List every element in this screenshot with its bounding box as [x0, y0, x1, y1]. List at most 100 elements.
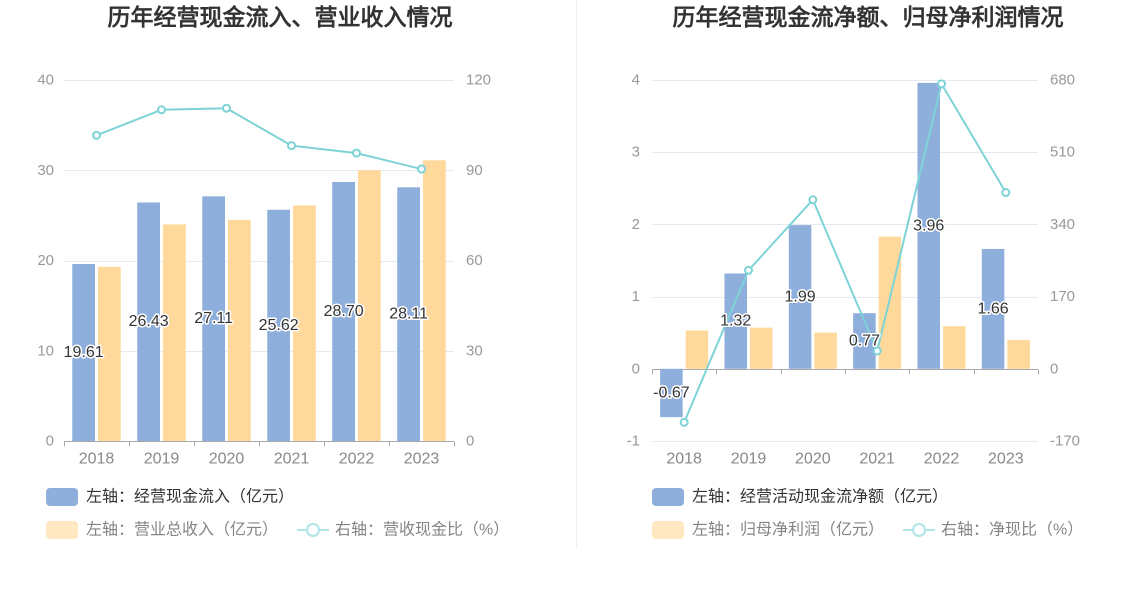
point-net-cash-ratio: [1001, 188, 1011, 198]
legend-item-operating-cash-net-flow[interactable]: 左轴：经营活动现金流净额（亿元）: [652, 488, 948, 507]
legend-label: 左轴：经营活动现金流净额（亿元）: [692, 488, 948, 506]
legend: 左轴：经营活动现金流净额（亿元） 左轴：归母净利润（亿元） 右轴：净现比（%）: [652, 488, 1083, 540]
legend-line-circle: [912, 523, 927, 537]
bar-operating-cash-net-flow: [981, 248, 1005, 369]
right-axis-tick-label: 90: [466, 162, 483, 179]
line-series-net-cash-ratio: [679, 79, 1011, 427]
legend-item-net-cash-ratio[interactable]: 右轴：净现比（%）: [903, 521, 1083, 539]
left-axis-tick-label: 3: [632, 144, 640, 161]
legend-label: 左轴：营业总收入（亿元）: [86, 521, 278, 539]
bar-series-net-profit-attributable: [685, 236, 1030, 369]
left-axis-tick-label: 1: [632, 288, 640, 305]
legend-line-marker-icon: [297, 523, 330, 537]
bar-operating-cash-net-flow: [724, 273, 747, 369]
left-axis-tick-label: 0: [632, 360, 640, 377]
legend-row-1: 左轴：经营活动现金流净额（亿元）: [652, 488, 948, 507]
bar-total-revenue: [163, 224, 186, 441]
legend-row-1: 左轴：经营现金流入（亿元）: [46, 488, 294, 507]
chart-title: 历年经营现金流入、营业收入情况: [108, 4, 453, 30]
point-net-cash-ratio: [937, 79, 946, 89]
bar-operating-cash-net-flow: [788, 225, 812, 369]
legend-item-operating-cash-inflow[interactable]: 左轴：经营现金流入（亿元）: [46, 488, 294, 507]
data-label-operating-cash-inflow: 28.11: [389, 306, 428, 323]
bar-net-profit-attributable: [943, 326, 966, 369]
right-axis-tick-label: 30: [466, 342, 483, 359]
line-revenue-cash-ratio: [96, 107, 422, 171]
line-net-cash-ratio: [683, 82, 1007, 423]
left-axis: 0 10 20 30 40: [37, 72, 54, 450]
right-axis-tick-label: 340: [1050, 216, 1075, 233]
bar-series-operating-cash-net-flow: [660, 82, 1005, 418]
legend-row-2: 左轴：归母净利润（亿元） 右轴：净现比（%）: [652, 521, 1083, 540]
left-axis-tick-label: 20: [37, 252, 54, 269]
category-axis-label: 2022: [339, 451, 375, 468]
legend-label: 左轴：经营现金流入（亿元）: [86, 488, 294, 506]
bar-operating-cash-inflow: [202, 196, 225, 441]
point-revenue-cash-ratio: [157, 105, 166, 115]
right-axis-tick-label: 0: [466, 433, 474, 450]
bar-total-revenue: [228, 219, 251, 441]
bar-total-revenue: [293, 205, 316, 441]
category-axis-label: 2023: [404, 451, 440, 468]
line-series-revenue-cash-ratio: [92, 103, 426, 174]
left-axis-tick-label: 4: [632, 72, 640, 89]
category-axis-label: 2020: [209, 451, 245, 468]
data-label-operating-cash-inflow: 19.61: [64, 344, 104, 361]
right-axis-tick-label: 170: [1050, 288, 1075, 305]
cash-flow-net-profit-chart: 历年经营现金流净额、归母净利润情况 -1 0 1 2 3 4 -170 0 170 340 510 6…: [577, 0, 1148, 589]
bar-net-profit-attributable: [750, 327, 773, 369]
point-net-cash-ratio: [808, 195, 818, 205]
point-net-cash-ratio: [872, 346, 882, 356]
data-label-operating-cash-net-flow: -0.67: [653, 384, 690, 401]
bar-net-profit-attributable: [685, 330, 709, 369]
legend-item-total-revenue[interactable]: 左轴：营业总收入（亿元）: [46, 521, 278, 540]
chart-title: 历年经营现金流净额、归母净利润情况: [673, 4, 1064, 30]
legend-label: 左轴：归母净利润（亿元）: [692, 521, 884, 539]
legend-line-marker-icon: [903, 523, 936, 537]
cash-flow-net-profit-chart-canvas: 历年经营现金流净额、归母净利润情况 -1 0 1 2 3 4 -170 0 170 340 510 6…: [627, 4, 1083, 540]
data-label-operating-cash-net-flow: 0.77: [849, 333, 880, 350]
legend-swatch-icon: [46, 521, 78, 539]
plot-area: -1 0 1 2 3 4 -170 0 170 340 510 680 2018 2019 2020 2021…: [627, 72, 1080, 468]
data-label-operating-cash-inflow: 25.62: [259, 317, 299, 334]
bar-operating-cash-inflow: [267, 209, 290, 441]
left-axis-tick-label: 10: [37, 342, 54, 359]
point-revenue-cash-ratio: [287, 141, 296, 151]
point-revenue-cash-ratio: [417, 164, 426, 174]
bar-operating-cash-inflow: [332, 181, 355, 442]
bar-operating-cash-net-flow: [853, 313, 876, 369]
category-axis-label: 2023: [988, 451, 1024, 468]
legend-line-circle: [306, 523, 321, 537]
right-axis-tick-label: 510: [1050, 144, 1075, 161]
category-axis-label: 2020: [795, 451, 831, 468]
point-revenue-cash-ratio: [92, 130, 101, 140]
right-axis: -170 0 170 340 510 680: [1050, 72, 1080, 450]
right-axis-tick-label: 60: [466, 252, 483, 269]
bar-operating-cash-inflow: [137, 202, 160, 441]
legend-item-net-profit-attributable[interactable]: 左轴：归母净利润（亿元）: [652, 521, 884, 540]
bar-net-profit-attributable: [1007, 339, 1030, 369]
left-axis-tick-label: 30: [37, 162, 54, 179]
panel-divider: [576, 0, 577, 548]
left-axis-tick-label: 0: [46, 433, 54, 450]
bar-operating-cash-inflow: [397, 187, 420, 441]
legend: 左轴：经营现金流入（亿元） 左轴：营业总收入（亿元） 右轴：营收现金比（%）: [46, 488, 509, 540]
category-axis: 2018 2019 2020 2021 2022 2023: [652, 369, 1039, 468]
legend-row-2: 左轴：营业总收入（亿元） 右轴：营收现金比（%）: [46, 521, 509, 540]
left-axis: -1 0 1 2 3 4: [627, 72, 640, 450]
point-net-cash-ratio: [744, 265, 753, 275]
gridlines: [652, 80, 1038, 442]
legend-item-revenue-cash-ratio[interactable]: 右轴：营收现金比（%）: [297, 521, 509, 539]
left-axis-tick-label: -1: [627, 433, 640, 450]
right-axis-tick-label: 0: [1050, 360, 1058, 377]
category-axis-label: 2021: [274, 451, 310, 468]
point-net-cash-ratio: [679, 417, 689, 427]
category-axis-label: 2022: [924, 451, 960, 468]
legend-swatch-icon: [46, 488, 78, 506]
data-label-operating-cash-inflow: 26.43: [129, 313, 169, 330]
legend-label: 右轴：净现比（%）: [941, 521, 1083, 539]
right-axis-tick-label: 680: [1050, 72, 1075, 89]
legend-swatch-icon: [652, 521, 684, 539]
